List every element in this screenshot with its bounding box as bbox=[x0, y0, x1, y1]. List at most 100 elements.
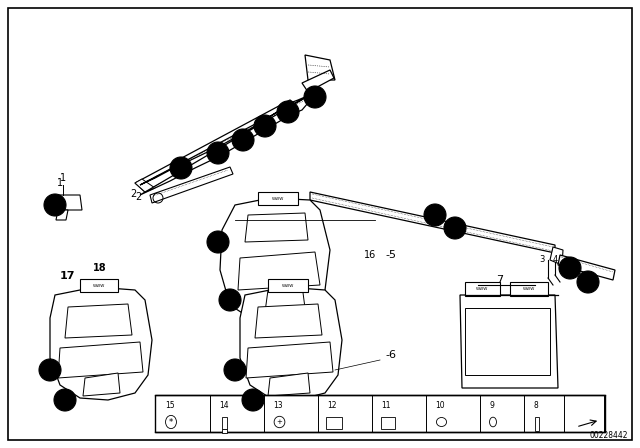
Polygon shape bbox=[465, 308, 550, 375]
Text: *: * bbox=[169, 418, 173, 426]
Bar bbox=[326, 417, 342, 429]
Text: 9: 9 bbox=[489, 401, 494, 410]
Polygon shape bbox=[80, 279, 118, 292]
Polygon shape bbox=[220, 198, 330, 320]
Polygon shape bbox=[558, 255, 615, 280]
Polygon shape bbox=[302, 70, 334, 92]
Text: 12: 12 bbox=[327, 401, 337, 410]
Circle shape bbox=[224, 359, 246, 381]
Polygon shape bbox=[238, 252, 320, 290]
Polygon shape bbox=[268, 279, 308, 292]
Text: 1: 1 bbox=[57, 178, 63, 188]
Text: 15: 15 bbox=[165, 401, 175, 410]
Circle shape bbox=[577, 271, 599, 293]
Text: +: + bbox=[276, 419, 282, 425]
Circle shape bbox=[170, 157, 192, 179]
Text: 8: 8 bbox=[533, 401, 538, 410]
Text: -5: -5 bbox=[385, 250, 396, 260]
Text: 12: 12 bbox=[212, 148, 224, 158]
Text: 11: 11 bbox=[224, 295, 236, 305]
Text: WWW: WWW bbox=[476, 287, 488, 291]
Polygon shape bbox=[58, 195, 82, 210]
Ellipse shape bbox=[166, 415, 177, 429]
Text: 10: 10 bbox=[44, 365, 56, 375]
Polygon shape bbox=[460, 295, 558, 388]
Polygon shape bbox=[550, 247, 563, 265]
Circle shape bbox=[39, 359, 61, 381]
Polygon shape bbox=[246, 342, 333, 378]
Text: 10: 10 bbox=[435, 401, 445, 410]
Text: 00228442: 00228442 bbox=[589, 431, 628, 440]
Circle shape bbox=[277, 101, 299, 123]
Polygon shape bbox=[305, 55, 335, 80]
Ellipse shape bbox=[274, 416, 285, 428]
Text: 16: 16 bbox=[364, 250, 376, 260]
Text: 1: 1 bbox=[60, 173, 66, 183]
Circle shape bbox=[242, 389, 264, 411]
Polygon shape bbox=[245, 213, 308, 242]
Text: 14: 14 bbox=[309, 92, 321, 102]
Text: 7: 7 bbox=[497, 275, 504, 285]
Text: 15: 15 bbox=[582, 277, 594, 287]
Text: 9: 9 bbox=[285, 107, 291, 117]
Ellipse shape bbox=[490, 417, 497, 427]
Text: 14: 14 bbox=[237, 135, 249, 145]
Text: 13: 13 bbox=[429, 210, 441, 220]
Polygon shape bbox=[140, 95, 310, 195]
Text: WWW: WWW bbox=[93, 284, 105, 288]
Text: WWW: WWW bbox=[272, 197, 284, 201]
Polygon shape bbox=[56, 210, 68, 220]
Circle shape bbox=[54, 389, 76, 411]
Polygon shape bbox=[50, 287, 152, 400]
Text: 15: 15 bbox=[449, 223, 461, 233]
Bar bbox=[535, 417, 539, 431]
Text: WWW: WWW bbox=[523, 287, 535, 291]
Polygon shape bbox=[310, 192, 555, 253]
Polygon shape bbox=[268, 373, 310, 396]
Polygon shape bbox=[265, 285, 305, 312]
Text: 10: 10 bbox=[175, 163, 187, 173]
Text: 14: 14 bbox=[219, 401, 228, 410]
Circle shape bbox=[559, 257, 581, 279]
Circle shape bbox=[207, 142, 229, 164]
Bar bbox=[155, 395, 605, 432]
Ellipse shape bbox=[436, 418, 447, 426]
Text: 17: 17 bbox=[60, 271, 75, 281]
Circle shape bbox=[44, 194, 66, 216]
Text: 8: 8 bbox=[262, 121, 268, 131]
Polygon shape bbox=[240, 287, 342, 400]
Text: -6: -6 bbox=[385, 350, 396, 360]
Bar bbox=[221, 417, 227, 429]
Circle shape bbox=[254, 115, 276, 137]
Text: 2: 2 bbox=[135, 192, 141, 202]
Text: 11: 11 bbox=[381, 401, 390, 410]
Text: 2: 2 bbox=[130, 189, 136, 199]
Polygon shape bbox=[465, 282, 500, 296]
Bar bbox=[381, 417, 394, 429]
Text: 3: 3 bbox=[540, 255, 545, 264]
Text: 13: 13 bbox=[273, 401, 283, 410]
Polygon shape bbox=[83, 373, 120, 396]
Text: 14: 14 bbox=[49, 200, 61, 210]
Polygon shape bbox=[255, 304, 322, 338]
Polygon shape bbox=[65, 304, 132, 338]
Polygon shape bbox=[58, 342, 143, 378]
Circle shape bbox=[207, 231, 229, 253]
Circle shape bbox=[424, 204, 446, 226]
Text: 11: 11 bbox=[59, 395, 71, 405]
Polygon shape bbox=[258, 192, 298, 205]
Text: 4: 4 bbox=[552, 255, 557, 264]
Text: WWW: WWW bbox=[282, 284, 294, 288]
Text: 10: 10 bbox=[229, 365, 241, 375]
Circle shape bbox=[304, 86, 326, 108]
Text: 10: 10 bbox=[212, 237, 224, 247]
Polygon shape bbox=[135, 100, 300, 192]
Circle shape bbox=[444, 217, 466, 239]
Polygon shape bbox=[150, 167, 233, 203]
Polygon shape bbox=[510, 282, 548, 296]
Text: 13: 13 bbox=[564, 263, 576, 273]
Circle shape bbox=[232, 129, 254, 151]
Text: 18: 18 bbox=[93, 263, 107, 273]
Polygon shape bbox=[135, 179, 155, 192]
Text: 11: 11 bbox=[247, 395, 259, 405]
